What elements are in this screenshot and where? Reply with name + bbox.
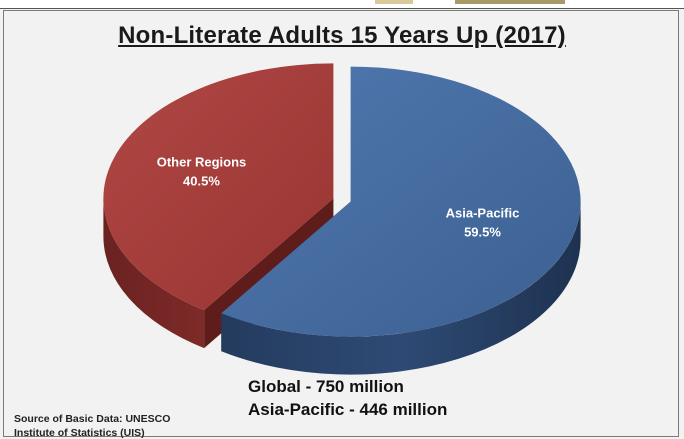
other-regions-slice <box>103 63 334 311</box>
asia-pacific-label: Asia-Pacific <box>446 205 520 220</box>
other-regions-slice-side <box>103 198 205 349</box>
asia-total-note: Asia-Pacific - 446 million <box>248 400 448 419</box>
top-strip <box>0 0 684 9</box>
header-chip <box>375 0 413 4</box>
other-regions-value-label: 40.5% <box>183 174 220 189</box>
global-total-note: Global - 750 million <box>248 377 404 396</box>
chart-title: Non-Literate Adults 15 Years Up (2017) <box>118 22 566 49</box>
other-regions-label: Other Regions <box>157 155 247 170</box>
source-line-2: Institute of Statistics (UIS) <box>14 427 145 439</box>
asia-pacific-value-label: 59.5% <box>464 224 501 239</box>
source-line-1: Source of Basic Data: UNESCO <box>14 413 171 425</box>
asia-pacific-slice <box>221 66 581 337</box>
asia-pacific-slice-side <box>221 201 581 375</box>
header-chip <box>455 0 565 4</box>
